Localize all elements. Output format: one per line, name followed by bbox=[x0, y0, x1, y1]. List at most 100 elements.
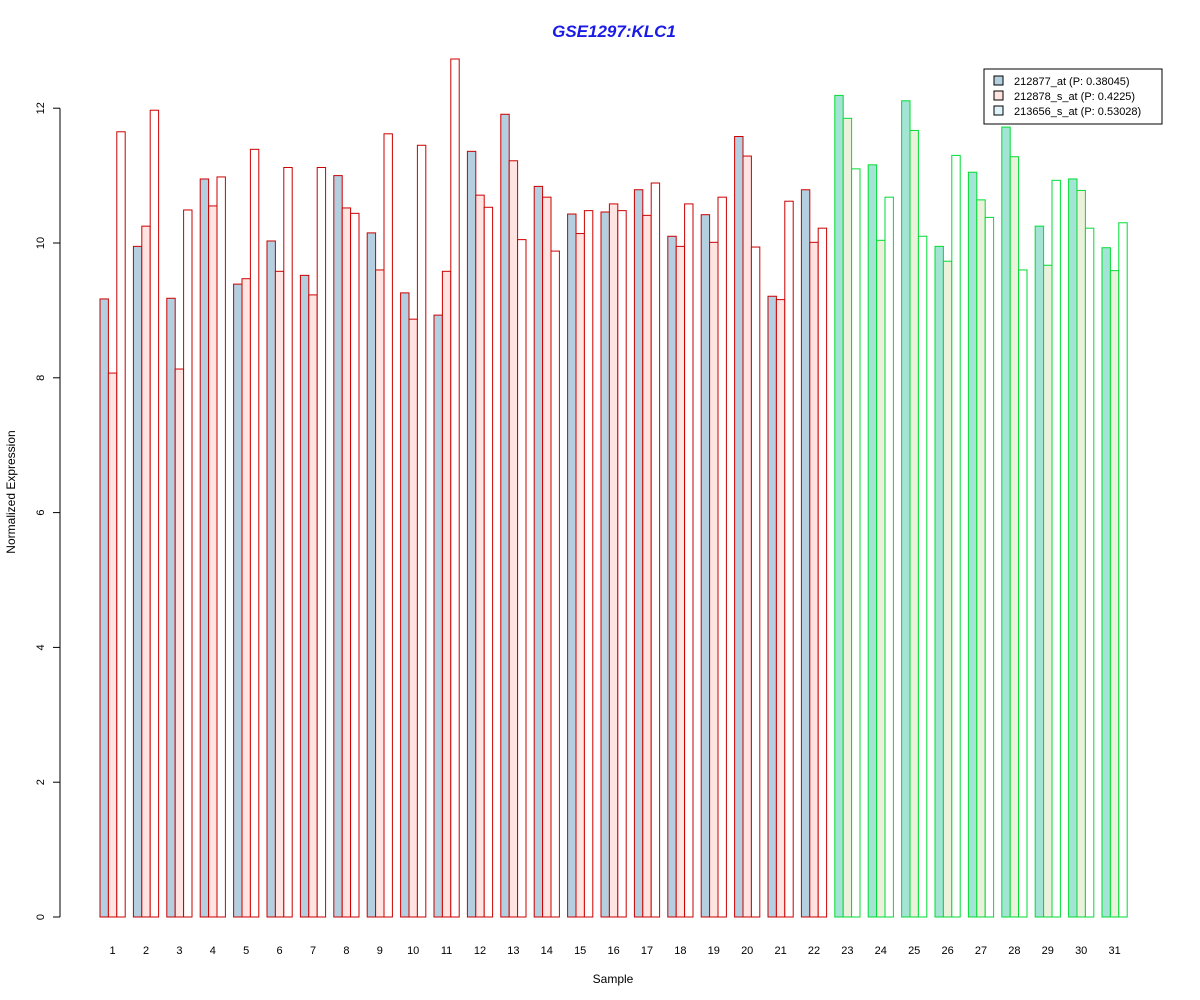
bar bbox=[550, 250, 560, 918]
bar bbox=[567, 213, 577, 918]
bar bbox=[917, 235, 928, 918]
bar bbox=[934, 245, 944, 918]
bar bbox=[216, 176, 226, 918]
x-tick-label: 4 bbox=[210, 945, 216, 957]
bar bbox=[1076, 189, 1086, 918]
bar bbox=[116, 131, 126, 918]
bar bbox=[800, 189, 811, 918]
x-tick-label: 19 bbox=[708, 945, 720, 957]
bar bbox=[633, 189, 644, 918]
bar bbox=[166, 297, 176, 918]
bar bbox=[466, 150, 477, 918]
bar bbox=[208, 205, 218, 918]
bar bbox=[667, 235, 677, 918]
x-tick-label: 31 bbox=[1108, 945, 1120, 957]
x-tick-label: 8 bbox=[343, 945, 349, 957]
y-tick-label: 2 bbox=[35, 779, 47, 785]
bar bbox=[700, 214, 711, 918]
bar bbox=[174, 368, 185, 918]
bar bbox=[967, 171, 978, 918]
bar bbox=[876, 239, 886, 918]
x-tick-label: 28 bbox=[1008, 945, 1020, 957]
x-tick-label: 14 bbox=[541, 945, 553, 957]
bar bbox=[809, 241, 819, 918]
bar bbox=[508, 160, 519, 918]
x-tick-label: 15 bbox=[574, 945, 586, 957]
legend-label: 212878_s_at (P: 0.4225) bbox=[1014, 91, 1135, 103]
bar bbox=[851, 168, 861, 918]
bar bbox=[99, 298, 109, 918]
bar bbox=[684, 203, 694, 918]
x-tick-label: 12 bbox=[474, 945, 486, 957]
legend-label: 213656_s_at (P: 0.53028) bbox=[1014, 106, 1141, 118]
chart-title: GSE1297:KLC1 bbox=[552, 22, 676, 41]
bar bbox=[450, 58, 460, 918]
bar bbox=[341, 207, 352, 918]
bar bbox=[400, 292, 410, 918]
x-tick-label: 27 bbox=[975, 945, 987, 957]
bar bbox=[750, 246, 761, 918]
bar bbox=[299, 274, 310, 918]
bar bbox=[183, 209, 193, 918]
bar bbox=[742, 155, 752, 918]
bar bbox=[583, 210, 594, 918]
y-tick-label: 4 bbox=[35, 644, 47, 650]
bar bbox=[575, 233, 585, 918]
bar bbox=[149, 109, 160, 918]
bar bbox=[767, 295, 777, 918]
bar bbox=[675, 245, 686, 918]
bar bbox=[475, 194, 485, 918]
bar bbox=[433, 314, 443, 918]
bar bbox=[600, 211, 610, 918]
bar bbox=[249, 148, 260, 918]
x-tick-label: 13 bbox=[507, 945, 519, 957]
bar bbox=[834, 94, 844, 918]
x-tick-label: 7 bbox=[310, 945, 316, 957]
bar bbox=[775, 299, 786, 918]
bar bbox=[500, 113, 510, 918]
y-axis-label: Normalized Expression bbox=[4, 430, 18, 553]
bar bbox=[383, 133, 393, 918]
legend: 212877_at (P: 0.38045) 212878_s_at (P: 0.… bbox=[983, 68, 1163, 125]
bar bbox=[141, 225, 151, 918]
bar bbox=[650, 182, 661, 918]
bar bbox=[1109, 270, 1120, 918]
y-axis: 0 2 4 6 8 10 12 bbox=[35, 102, 61, 920]
bar bbox=[274, 270, 285, 918]
bar bbox=[976, 199, 986, 918]
bar bbox=[1051, 179, 1061, 918]
y-tick-label: 8 bbox=[35, 375, 47, 381]
bar bbox=[283, 167, 293, 918]
bar bbox=[984, 216, 995, 918]
bar bbox=[441, 270, 452, 918]
x-tick-label: 3 bbox=[176, 945, 182, 957]
x-tick-label: 9 bbox=[377, 945, 383, 957]
bar bbox=[375, 269, 385, 918]
bar bbox=[1034, 225, 1045, 918]
x-tick-label: 16 bbox=[607, 945, 619, 957]
x-tick-label: 5 bbox=[243, 945, 249, 957]
bar bbox=[533, 185, 544, 918]
bar bbox=[709, 241, 719, 918]
legend-swatch bbox=[993, 75, 1004, 86]
bar bbox=[608, 203, 619, 918]
legend-swatch bbox=[993, 105, 1004, 116]
bar bbox=[316, 167, 327, 918]
bars-group bbox=[99, 58, 1128, 918]
x-tick-label: 23 bbox=[841, 945, 853, 957]
x-tick-label: 26 bbox=[941, 945, 953, 957]
x-tick-label: 30 bbox=[1075, 945, 1087, 957]
bar bbox=[483, 206, 494, 918]
y-tick-label: 10 bbox=[35, 237, 47, 249]
x-tick-label: 11 bbox=[441, 945, 452, 957]
x-tick-label: 29 bbox=[1042, 945, 1054, 957]
bar bbox=[308, 294, 318, 918]
x-tick-labels: 1 2 3 4 5 6 7 8 9 10 11 12 13 14 15 16 17 18 19 20 21 22 23 24 2… bbox=[110, 945, 1121, 957]
x-tick-label: 18 bbox=[674, 945, 686, 957]
legend-swatch bbox=[993, 90, 1004, 101]
x-tick-label: 25 bbox=[908, 945, 920, 957]
x-tick-label: 10 bbox=[407, 945, 419, 957]
bar bbox=[717, 196, 727, 918]
bar bbox=[842, 117, 853, 918]
y-tick-label: 6 bbox=[35, 510, 47, 516]
